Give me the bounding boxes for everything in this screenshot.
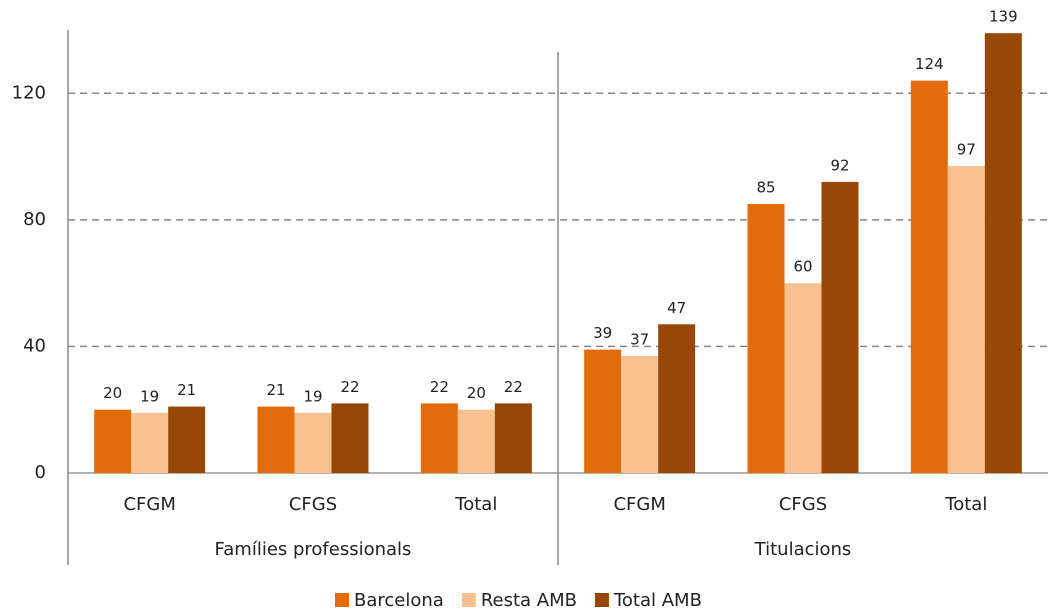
x-tick-label: CFGM — [123, 494, 175, 515]
value-label: 60 — [793, 258, 812, 276]
bar — [621, 355, 659, 473]
legend-label: Resta AMB — [481, 590, 577, 609]
value-label: 20 — [103, 384, 122, 402]
value-label: 21 — [266, 381, 285, 399]
group-label: Titulacions — [754, 539, 852, 560]
y-tick-label: 80 — [23, 209, 46, 230]
bar — [494, 403, 532, 473]
bar — [747, 204, 785, 474]
value-label: 92 — [830, 156, 849, 174]
bar — [984, 33, 1022, 474]
value-label: 21 — [177, 381, 196, 399]
value-label: 97 — [957, 141, 976, 159]
legend-swatch — [594, 593, 609, 607]
bar — [910, 80, 948, 473]
legend-swatch — [335, 593, 349, 607]
bar — [257, 406, 295, 473]
bar — [658, 324, 696, 473]
bar — [584, 349, 622, 473]
value-label: 22 — [340, 378, 359, 396]
x-tick-label: CFGS — [779, 494, 827, 515]
bar — [94, 409, 132, 473]
value-label: 19 — [303, 387, 322, 405]
x-tick-label: CFGM — [613, 494, 665, 515]
value-label: 22 — [504, 378, 523, 396]
legend-label: Total AMB — [613, 590, 702, 609]
value-label: 20 — [467, 384, 486, 402]
bar — [331, 403, 369, 473]
value-label: 39 — [593, 324, 612, 342]
legend-label: Barcelona — [354, 590, 444, 609]
value-label: 19 — [140, 387, 159, 405]
y-tick-label: 120 — [12, 82, 46, 103]
value-label: 124 — [915, 55, 944, 73]
value-label: 139 — [989, 8, 1018, 26]
bar — [821, 181, 859, 473]
bar — [457, 409, 495, 473]
y-tick-label: 40 — [23, 335, 46, 356]
x-tick-label: Total — [944, 494, 987, 515]
bar — [131, 412, 169, 473]
value-label: 85 — [756, 179, 775, 197]
x-tick-label: CFGS — [289, 494, 337, 515]
value-label: 22 — [430, 378, 449, 396]
bar — [168, 406, 206, 473]
value-label: 47 — [667, 299, 686, 317]
bar — [947, 166, 985, 474]
y-tick-label: 0 — [35, 462, 46, 483]
x-tick-label: Total — [454, 494, 497, 515]
bar — [784, 283, 822, 473]
legend-swatch — [461, 593, 476, 607]
bar — [420, 403, 458, 473]
group-label: Famílies professionals — [215, 539, 412, 560]
bar — [294, 412, 332, 473]
value-label: 37 — [630, 330, 649, 348]
